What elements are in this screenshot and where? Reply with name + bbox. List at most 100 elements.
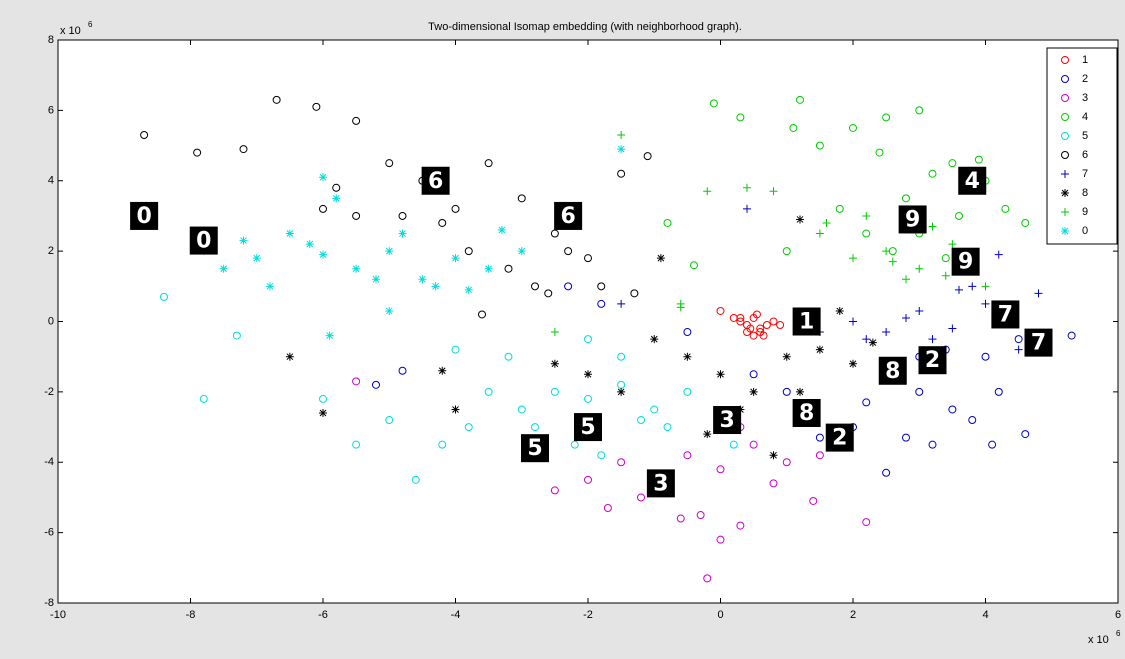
point [749,387,758,396]
point [398,229,407,238]
point [815,345,824,354]
legend-label: 4 [1082,111,1088,123]
point [749,331,758,340]
legend-marker [1061,170,1069,178]
point [484,159,493,168]
point [736,113,745,122]
x-tick-label: 4 [982,609,988,621]
digit-label: 4 [965,169,980,194]
legend-marker [1061,75,1069,83]
point [352,440,361,449]
point [584,254,592,263]
point [743,183,751,192]
point [759,331,768,340]
point [478,310,486,319]
point [776,321,785,330]
x-tick-label: -8 [186,609,196,621]
point [988,440,997,449]
digit-thumb [554,201,583,230]
y-tick-label: 6 [48,104,54,116]
digit-label: 6 [428,169,443,194]
point [239,145,248,154]
legend-marker [1061,113,1069,121]
point [385,159,394,168]
point [769,479,778,488]
digit-thumb [1024,328,1053,357]
legend-label: 7 [1082,168,1088,180]
legend-label: 8 [1082,187,1088,199]
point [915,306,924,315]
point [232,331,241,340]
digit-label: 5 [580,415,595,440]
x-multiplier: x 10 [1088,634,1109,646]
point [676,514,685,523]
point [584,475,592,484]
point [769,317,778,326]
point [584,335,592,344]
legend-marker [1061,189,1069,197]
point [252,254,261,263]
point [690,261,698,270]
point [716,535,725,544]
digit-label: 3 [719,408,734,433]
point [656,254,665,263]
point [550,486,559,495]
point [431,282,440,291]
point [597,299,606,308]
legend-label: 6 [1082,149,1088,161]
point [789,123,798,132]
y-tick-label: 2 [48,245,54,257]
point [517,247,526,256]
digit-label: 6 [560,204,575,229]
point [312,102,321,111]
point [266,282,274,291]
y-tick-label: -8 [44,597,54,609]
point [882,468,891,477]
digit-label: 5 [527,436,542,461]
point [815,433,824,442]
point [796,387,804,396]
y-tick-label: -6 [44,527,54,539]
point [1014,345,1023,354]
chart-title: Two-dimensional Isomap embedding (with n… [428,21,742,33]
y-multiplier-exp: 6 [88,20,93,29]
point [835,306,844,315]
point [597,451,606,460]
point [815,141,824,150]
point [835,204,844,213]
point [882,113,891,122]
point [544,289,553,298]
point [716,370,725,379]
point [849,359,857,368]
point [796,95,804,104]
point [994,387,1003,396]
point [1067,331,1076,340]
point [570,440,579,449]
y-tick-label: 4 [48,175,54,187]
point [372,380,380,389]
point [464,247,473,256]
digit-thumb [574,413,602,442]
point [696,511,705,520]
legend-label: 9 [1082,206,1088,218]
legend-label: 3 [1082,92,1088,104]
point [637,416,645,425]
point [822,218,831,227]
point [882,247,891,256]
point [564,247,573,256]
point [746,324,755,333]
digit-label: 7 [998,302,1013,327]
point [948,324,957,333]
digit-thumb [918,346,947,375]
digit-label: 9 [958,250,973,275]
point [650,335,659,344]
point [319,250,327,259]
point [1001,204,1010,213]
point [319,408,327,417]
point [862,518,871,527]
legend-label: 0 [1082,225,1088,237]
point [451,405,460,414]
legend-marker [1061,94,1069,102]
legend-label: 1 [1082,54,1088,66]
point [617,169,626,178]
